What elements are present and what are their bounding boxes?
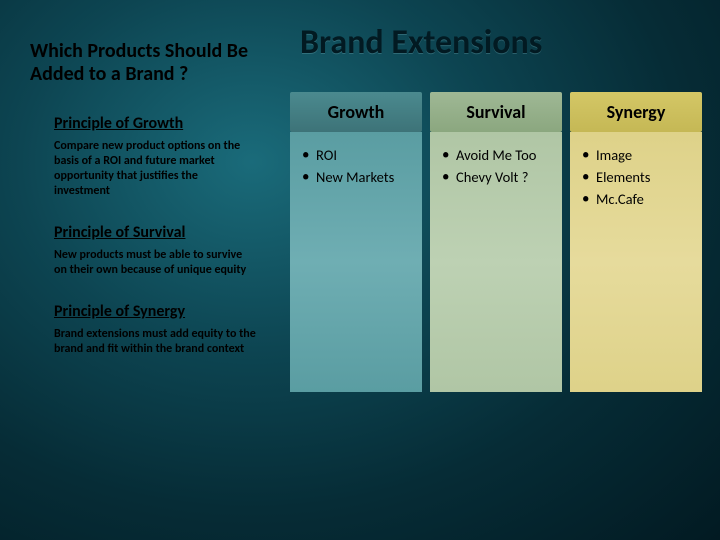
principle-title: Principle of Growth (54, 114, 256, 133)
column-header: Synergy (570, 92, 702, 132)
column-synergy: Synergy Image Elements Mc.Cafe (570, 92, 702, 392)
column-body: Image Elements Mc.Cafe (570, 132, 702, 392)
list-item: Avoid Me Too (440, 146, 554, 165)
list-item: Image (580, 146, 694, 165)
left-column: Which Products Should Be Added to a Bran… (30, 40, 256, 381)
principle-growth: Principle of Growth Compare new product … (30, 114, 256, 199)
slide-title: Brand Extensions (300, 22, 542, 63)
principle-synergy: Principle of Synergy Brand extensions mu… (30, 302, 256, 357)
column-body: Avoid Me Too Chevy Volt ? (430, 132, 562, 392)
principle-survival: Principle of Survival New products must … (30, 223, 256, 278)
principle-body: Brand extensions must add equity to the … (54, 327, 256, 357)
column-header: Growth (290, 92, 422, 132)
list-item: ROI (300, 146, 414, 165)
column-header: Survival (430, 92, 562, 132)
columns-container: Growth ROI New Markets Survival Avoid Me… (290, 92, 702, 392)
principle-body: New products must be able to survive on … (54, 248, 256, 278)
list-item: Chevy Volt ? (440, 168, 554, 187)
list-item: Elements (580, 168, 694, 187)
principle-body: Compare new product options on the basis… (54, 139, 256, 199)
column-body: ROI New Markets (290, 132, 422, 392)
list-item: New Markets (300, 168, 414, 187)
principle-title: Principle of Synergy (54, 302, 256, 321)
principle-title: Principle of Survival (54, 223, 256, 242)
question-heading: Which Products Should Be Added to a Bran… (30, 40, 256, 86)
list-item: Mc.Cafe (580, 190, 694, 209)
column-survival: Survival Avoid Me Too Chevy Volt ? (430, 92, 562, 392)
column-growth: Growth ROI New Markets (290, 92, 422, 392)
